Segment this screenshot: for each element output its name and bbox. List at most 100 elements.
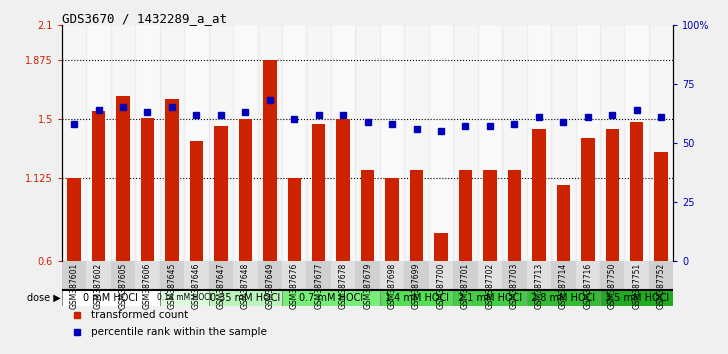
Text: GSM387678: GSM387678 — [339, 262, 348, 309]
Bar — [654, 152, 668, 261]
Bar — [233, 261, 258, 290]
Bar — [62, 290, 159, 306]
Bar — [135, 25, 159, 261]
Bar — [532, 129, 545, 261]
Text: 2.8 mM HOCl: 2.8 mM HOCl — [531, 293, 596, 303]
Text: dose ▶: dose ▶ — [27, 293, 60, 303]
Bar — [331, 25, 355, 261]
Text: 0.7 mM HOCl: 0.7 mM HOCl — [299, 293, 363, 303]
Text: GSM387713: GSM387713 — [534, 262, 543, 309]
Text: 1.4 mM HOCl: 1.4 mM HOCl — [384, 293, 448, 303]
Bar — [404, 25, 429, 261]
Bar — [526, 261, 551, 290]
Bar — [159, 261, 184, 290]
Text: GSM387676: GSM387676 — [290, 262, 298, 309]
Text: GSM387751: GSM387751 — [632, 262, 641, 309]
Bar — [576, 261, 600, 290]
Bar — [454, 25, 478, 261]
Text: GSM387649: GSM387649 — [265, 262, 274, 309]
Bar — [649, 261, 673, 290]
Bar — [380, 261, 404, 290]
Bar — [649, 25, 673, 261]
Bar — [190, 141, 203, 261]
Text: GDS3670 / 1432289_a_at: GDS3670 / 1432289_a_at — [62, 12, 227, 25]
Bar — [209, 290, 282, 306]
Bar — [68, 178, 81, 261]
Text: GSM387750: GSM387750 — [608, 262, 617, 309]
Bar — [306, 25, 331, 261]
Bar — [361, 171, 374, 261]
Bar — [606, 129, 619, 261]
Text: GSM387698: GSM387698 — [387, 262, 397, 309]
Bar — [116, 96, 130, 261]
Bar — [435, 233, 448, 261]
Bar — [312, 124, 325, 261]
Text: 2.1 mM HOCl: 2.1 mM HOCl — [458, 293, 522, 303]
Text: GSM387605: GSM387605 — [119, 262, 127, 309]
Bar — [62, 261, 87, 290]
Bar — [258, 261, 282, 290]
Bar — [600, 261, 625, 290]
Bar — [526, 25, 551, 261]
Bar — [165, 99, 178, 261]
Text: GSM387752: GSM387752 — [657, 262, 665, 309]
Text: GSM387699: GSM387699 — [412, 262, 421, 309]
Bar — [184, 25, 209, 261]
Text: transformed count: transformed count — [91, 310, 189, 320]
Text: 0 mM HOCl: 0 mM HOCl — [84, 293, 138, 303]
Text: 0.14 mM HOCl: 0.14 mM HOCl — [157, 293, 212, 302]
Bar — [625, 261, 649, 290]
Bar — [263, 60, 277, 261]
Text: GSM387602: GSM387602 — [94, 262, 103, 309]
Bar — [282, 25, 306, 261]
Bar — [92, 112, 106, 261]
Text: GSM387679: GSM387679 — [363, 262, 372, 309]
Text: GSM387703: GSM387703 — [510, 262, 519, 309]
Bar — [306, 261, 331, 290]
Bar — [209, 25, 233, 261]
Text: GSM387700: GSM387700 — [437, 262, 446, 309]
Bar — [502, 25, 526, 261]
Bar — [526, 290, 600, 306]
Bar — [502, 261, 526, 290]
Bar — [576, 25, 600, 261]
Bar — [454, 261, 478, 290]
Bar — [141, 118, 154, 261]
Bar — [135, 261, 159, 290]
Bar — [336, 119, 350, 261]
Bar — [288, 178, 301, 261]
Bar — [483, 171, 496, 261]
Text: GSM387646: GSM387646 — [192, 262, 201, 309]
Bar — [625, 25, 649, 261]
Bar — [87, 25, 111, 261]
Bar — [159, 25, 184, 261]
Bar — [331, 261, 355, 290]
Text: GSM387648: GSM387648 — [241, 262, 250, 309]
Text: percentile rank within the sample: percentile rank within the sample — [91, 327, 267, 337]
Bar — [600, 290, 673, 306]
Text: GSM387714: GSM387714 — [559, 262, 568, 309]
Text: GSM387701: GSM387701 — [461, 262, 470, 309]
Bar — [380, 25, 404, 261]
Bar — [385, 178, 399, 261]
Bar — [209, 261, 233, 290]
Bar — [581, 138, 595, 261]
Text: GSM387677: GSM387677 — [314, 262, 323, 309]
Bar — [184, 261, 209, 290]
Bar — [454, 290, 526, 306]
Bar — [233, 25, 258, 261]
Bar — [258, 25, 282, 261]
Bar — [551, 25, 576, 261]
Bar — [355, 25, 380, 261]
Text: GSM387601: GSM387601 — [70, 262, 79, 309]
Bar — [478, 261, 502, 290]
Bar — [214, 126, 228, 261]
Bar — [282, 261, 306, 290]
Bar — [507, 171, 521, 261]
Text: GSM387647: GSM387647 — [216, 262, 226, 309]
Bar — [62, 25, 87, 261]
Bar — [87, 261, 111, 290]
Bar — [478, 25, 502, 261]
Bar — [282, 290, 380, 306]
Bar — [459, 171, 472, 261]
